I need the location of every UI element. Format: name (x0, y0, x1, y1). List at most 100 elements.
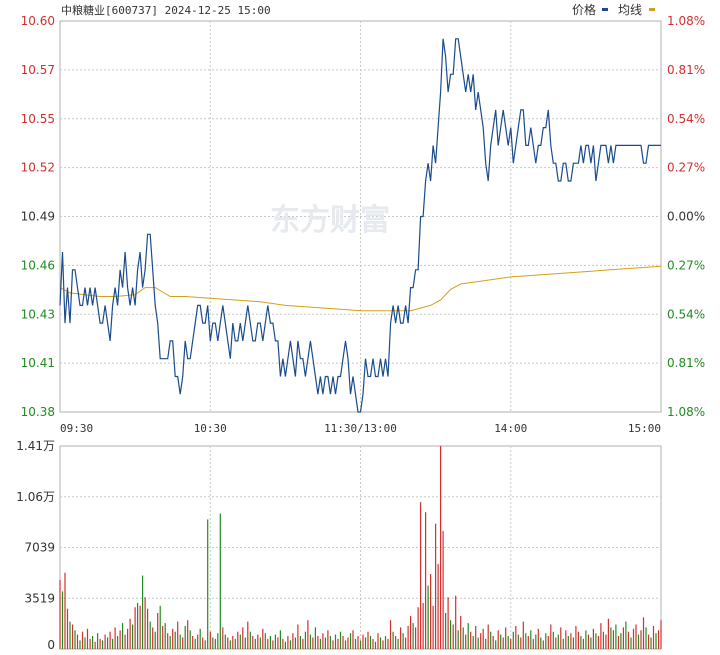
volume-bar (500, 634, 502, 649)
volume-bar (332, 640, 334, 649)
volume-bar (635, 624, 637, 649)
volume-bar (570, 633, 572, 649)
volume-bar (127, 628, 129, 649)
volume-bar (167, 633, 169, 649)
volume-bar (650, 637, 652, 649)
volume-bar (324, 637, 326, 649)
volume-bar (97, 633, 99, 649)
volume-bars (59, 446, 662, 649)
volume-bar (179, 634, 181, 649)
volume-bar (92, 636, 94, 649)
volume-bar (104, 634, 106, 649)
volume-bar (224, 634, 226, 649)
time-tick-label: 09:30 (60, 422, 93, 435)
volume-bar (252, 636, 254, 649)
volume-tick-label: 1.41万 (16, 439, 55, 453)
price-panel: 东方财富 10.60 10.57 10.55 10.52 10.49 10.46 10.43… (21, 14, 705, 419)
volume-bar (154, 631, 156, 649)
volume-bar (309, 634, 311, 649)
volume-bar (557, 634, 559, 649)
volume-bar (482, 628, 484, 649)
volume-bar (122, 623, 124, 649)
volume-bar (520, 637, 522, 649)
volume-bar (582, 638, 584, 649)
volume-bar (144, 597, 146, 649)
volume-bar (159, 605, 161, 649)
legend-avg-swatch (649, 8, 655, 11)
volume-bar (462, 627, 464, 649)
volume-bar (264, 633, 266, 649)
volume-bar (545, 633, 547, 649)
volume-bar (189, 630, 191, 649)
volume-bar (99, 638, 101, 649)
volume-bar (525, 633, 527, 649)
volume-bar (575, 626, 577, 649)
volume-bar (302, 638, 304, 649)
legend-price-label: 价格 (572, 2, 596, 17)
volume-bar (577, 631, 579, 649)
volume-bar (395, 636, 397, 649)
volume-bar (497, 630, 499, 649)
volume-bar (512, 631, 514, 649)
volume-bar (352, 630, 354, 649)
volume-bar (64, 572, 66, 649)
right-tick-label: 0.00% (667, 210, 705, 224)
volume-bar (169, 636, 171, 649)
volume-bar (405, 637, 407, 649)
volume-bar (194, 638, 196, 649)
volume-bar (124, 634, 126, 649)
volume-bar (289, 640, 291, 649)
volume-bar (112, 638, 114, 649)
volume-bar (425, 512, 427, 649)
volume-bar (432, 605, 434, 649)
volume-bar (142, 575, 144, 649)
volume-bar (567, 636, 569, 649)
volume-bar (342, 636, 344, 649)
volume-bar (61, 591, 64, 649)
right-tick-label: 1.08% (667, 405, 705, 419)
volume-bar (149, 621, 151, 649)
time-tick-label: 14:00 (494, 422, 527, 435)
left-tick-label: 10.46 (21, 258, 55, 272)
volume-bar (347, 637, 349, 649)
volume-bar (132, 624, 134, 649)
volume-bar (532, 638, 534, 649)
volume-bar (507, 636, 509, 649)
volume-bar (81, 631, 84, 649)
volume-bar (337, 638, 339, 649)
volume-bar (647, 634, 650, 649)
watermark: 东方财富 (270, 203, 390, 238)
volume-grid (60, 446, 661, 649)
volume-bar (204, 640, 206, 649)
volume-bar (410, 615, 412, 649)
volume-bar (79, 640, 81, 649)
volume-bar (197, 634, 199, 649)
volume-bar (435, 523, 437, 649)
volume-bar (119, 630, 121, 649)
volume-bar (334, 634, 337, 649)
volume-bar (229, 640, 231, 649)
volume-bar (620, 633, 622, 649)
volume-bar (374, 641, 377, 649)
right-tick-label: 1.08% (667, 14, 705, 28)
volume-bar (257, 634, 259, 649)
volume-bar (84, 637, 86, 649)
volume-bar (182, 637, 184, 649)
right-axis: 1.08% 0.81% 0.54% 0.27% 0.00% 0.27% 0.54% 0.81%… (667, 14, 705, 419)
volume-bar (299, 636, 301, 649)
volume-bar (617, 636, 619, 649)
volume-bar (407, 626, 409, 649)
volume-bar (237, 631, 239, 649)
volume-bar (450, 620, 452, 649)
volume-bar (487, 624, 489, 649)
volume-bar (157, 613, 159, 649)
volume-bar (392, 631, 394, 649)
volume-bar (322, 633, 324, 649)
volume-bar (625, 621, 627, 649)
volume-bar (372, 638, 374, 649)
volume-bar (382, 640, 384, 649)
volume-bar (622, 627, 624, 649)
volume-bar (472, 636, 474, 649)
volume-bar (540, 637, 542, 649)
